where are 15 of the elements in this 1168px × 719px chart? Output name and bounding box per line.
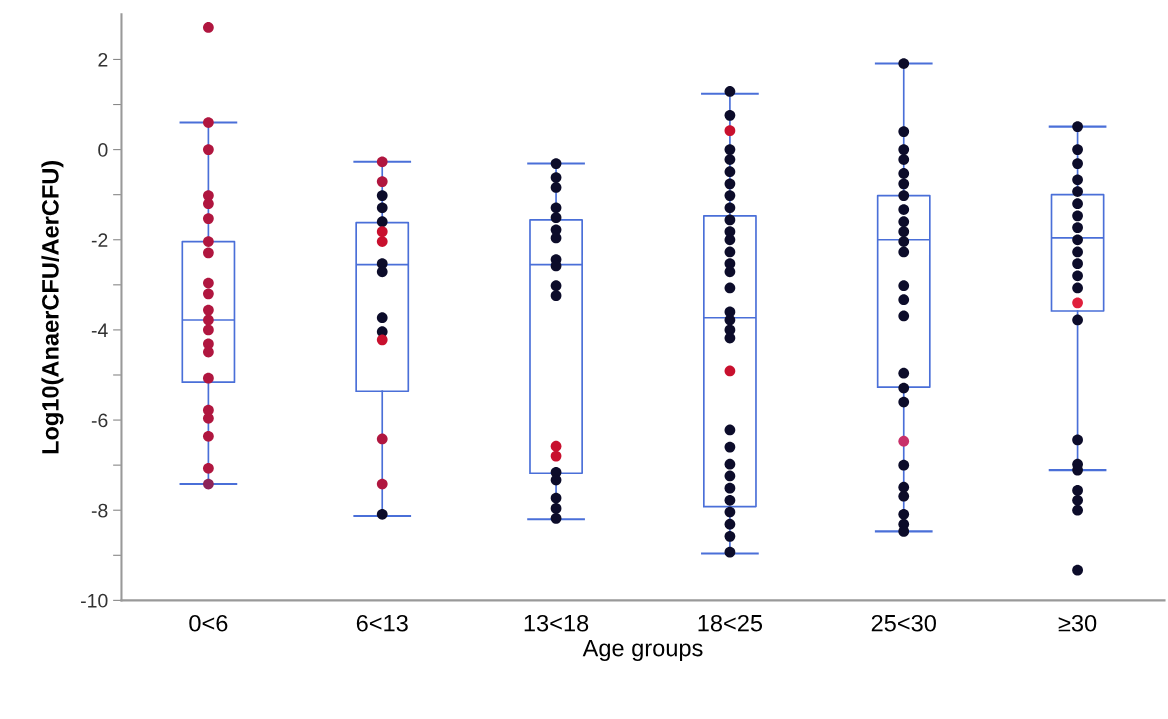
y-tick-label: -2 [91, 233, 108, 247]
y-axis-title: Log10(AnaerCFU/AerCFU) [41, 160, 64, 454]
y-tick-label: 0 [98, 143, 108, 157]
x-tick-label: 13<18 [524, 614, 589, 632]
y-tick-label: -8 [91, 503, 108, 518]
x-tick-label: 0<6 [189, 614, 228, 632]
x-tick-label: 18<25 [698, 614, 763, 632]
x-tick-label: ≥30 [1058, 614, 1097, 632]
x-tick-label: 6<13 [356, 614, 408, 632]
y-tick-label: -10 [81, 593, 108, 608]
x-tick-label: 25<30 [871, 614, 936, 632]
y-tick-label: -6 [91, 413, 108, 428]
y-tick-label: -4 [91, 323, 108, 337]
y-tick-label: 2 [98, 52, 108, 67]
x-axis-title: Age groups [582, 639, 703, 662]
